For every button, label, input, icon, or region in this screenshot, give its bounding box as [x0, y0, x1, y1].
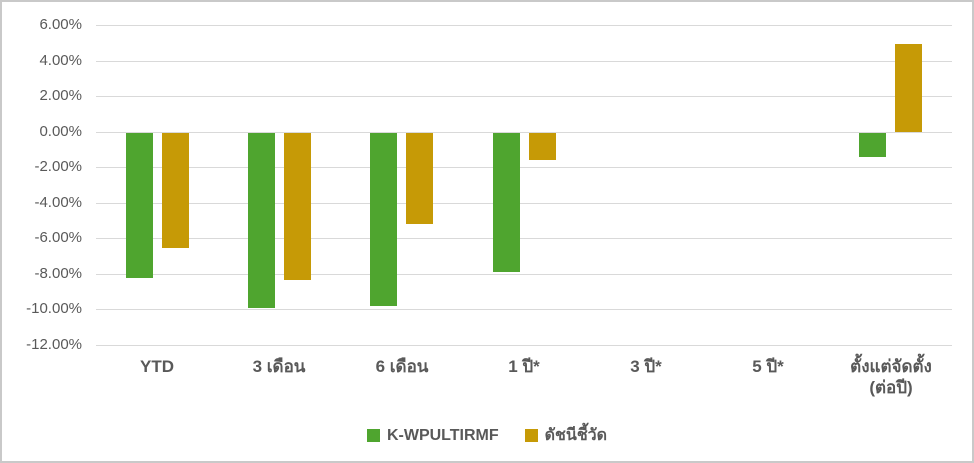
legend-label: ดัชนีชี้วัด	[544, 427, 608, 444]
bar-K-WPULTIRMF-ตั้งแต่จัดตั้ง	[859, 133, 886, 157]
x-axis-category-label: ตั้งแต่จัดตั้ง (ต่อปี)	[850, 357, 932, 398]
bar-K-WPULTIRMF-6 เดือน	[370, 133, 397, 306]
x-axis-category-label: YTD	[140, 357, 174, 376]
bar-ดัชนีชี้วัด-1 ปี*	[529, 133, 556, 160]
y-axis-tick-label: 6.00%	[39, 16, 82, 33]
gridline	[96, 25, 952, 26]
legend-item: ดัชนีชี้วัด	[524, 423, 608, 448]
bar-ดัชนีชี้วัด-YTD	[162, 133, 189, 248]
bar-K-WPULTIRMF-YTD	[126, 133, 153, 278]
y-axis-tick-label: -6.00%	[34, 229, 82, 246]
gridline	[96, 203, 952, 204]
y-axis-tick-label: 0.00%	[39, 123, 82, 140]
bar-ดัชนีชี้วัด-ตั้งแต่จัดตั้ง	[895, 44, 922, 132]
chart-legend: K-WPULTIRMF ดัชนีชี้วัด	[2, 423, 972, 448]
x-axis-category-label: 6 เดือน	[375, 357, 429, 376]
x-axis-category-label: 1 ปี*	[508, 357, 540, 376]
bar-ดัชนีชี้วัด-3 เดือน	[284, 133, 311, 280]
y-axis-tick-label: 2.00%	[39, 87, 82, 104]
y-axis-tick-label: -4.00%	[34, 194, 82, 211]
bar-K-WPULTIRMF-3 เดือน	[248, 133, 275, 308]
y-axis-tick-label: 4.00%	[39, 52, 82, 69]
bar-ดัชนีชี้วัด-6 เดือน	[406, 133, 433, 224]
gridline	[96, 345, 952, 346]
y-axis-tick-label: -8.00%	[34, 265, 82, 282]
x-axis-category-label: 3 ปี*	[630, 357, 662, 376]
legend-swatch-icon	[524, 429, 538, 442]
legend-item: K-WPULTIRMF	[366, 426, 499, 445]
x-axis-category-label: 3 เดือน	[252, 357, 306, 376]
gridline	[96, 167, 952, 168]
gridline	[96, 309, 952, 310]
y-axis-tick-label: -10.00%	[26, 300, 82, 317]
gridline	[96, 132, 952, 133]
bar-K-WPULTIRMF-1 ปี*	[493, 133, 520, 272]
gridline	[96, 274, 952, 275]
legend-swatch-icon	[366, 429, 380, 442]
gridline	[96, 61, 952, 62]
y-axis-tick-label: -12.00%	[26, 336, 82, 353]
y-axis-tick-label: -2.00%	[34, 158, 82, 175]
gridline	[96, 238, 952, 239]
legend-label: K-WPULTIRMF	[386, 426, 499, 444]
x-axis-category-label: 5 ปี*	[752, 357, 784, 376]
gridline	[96, 96, 952, 97]
